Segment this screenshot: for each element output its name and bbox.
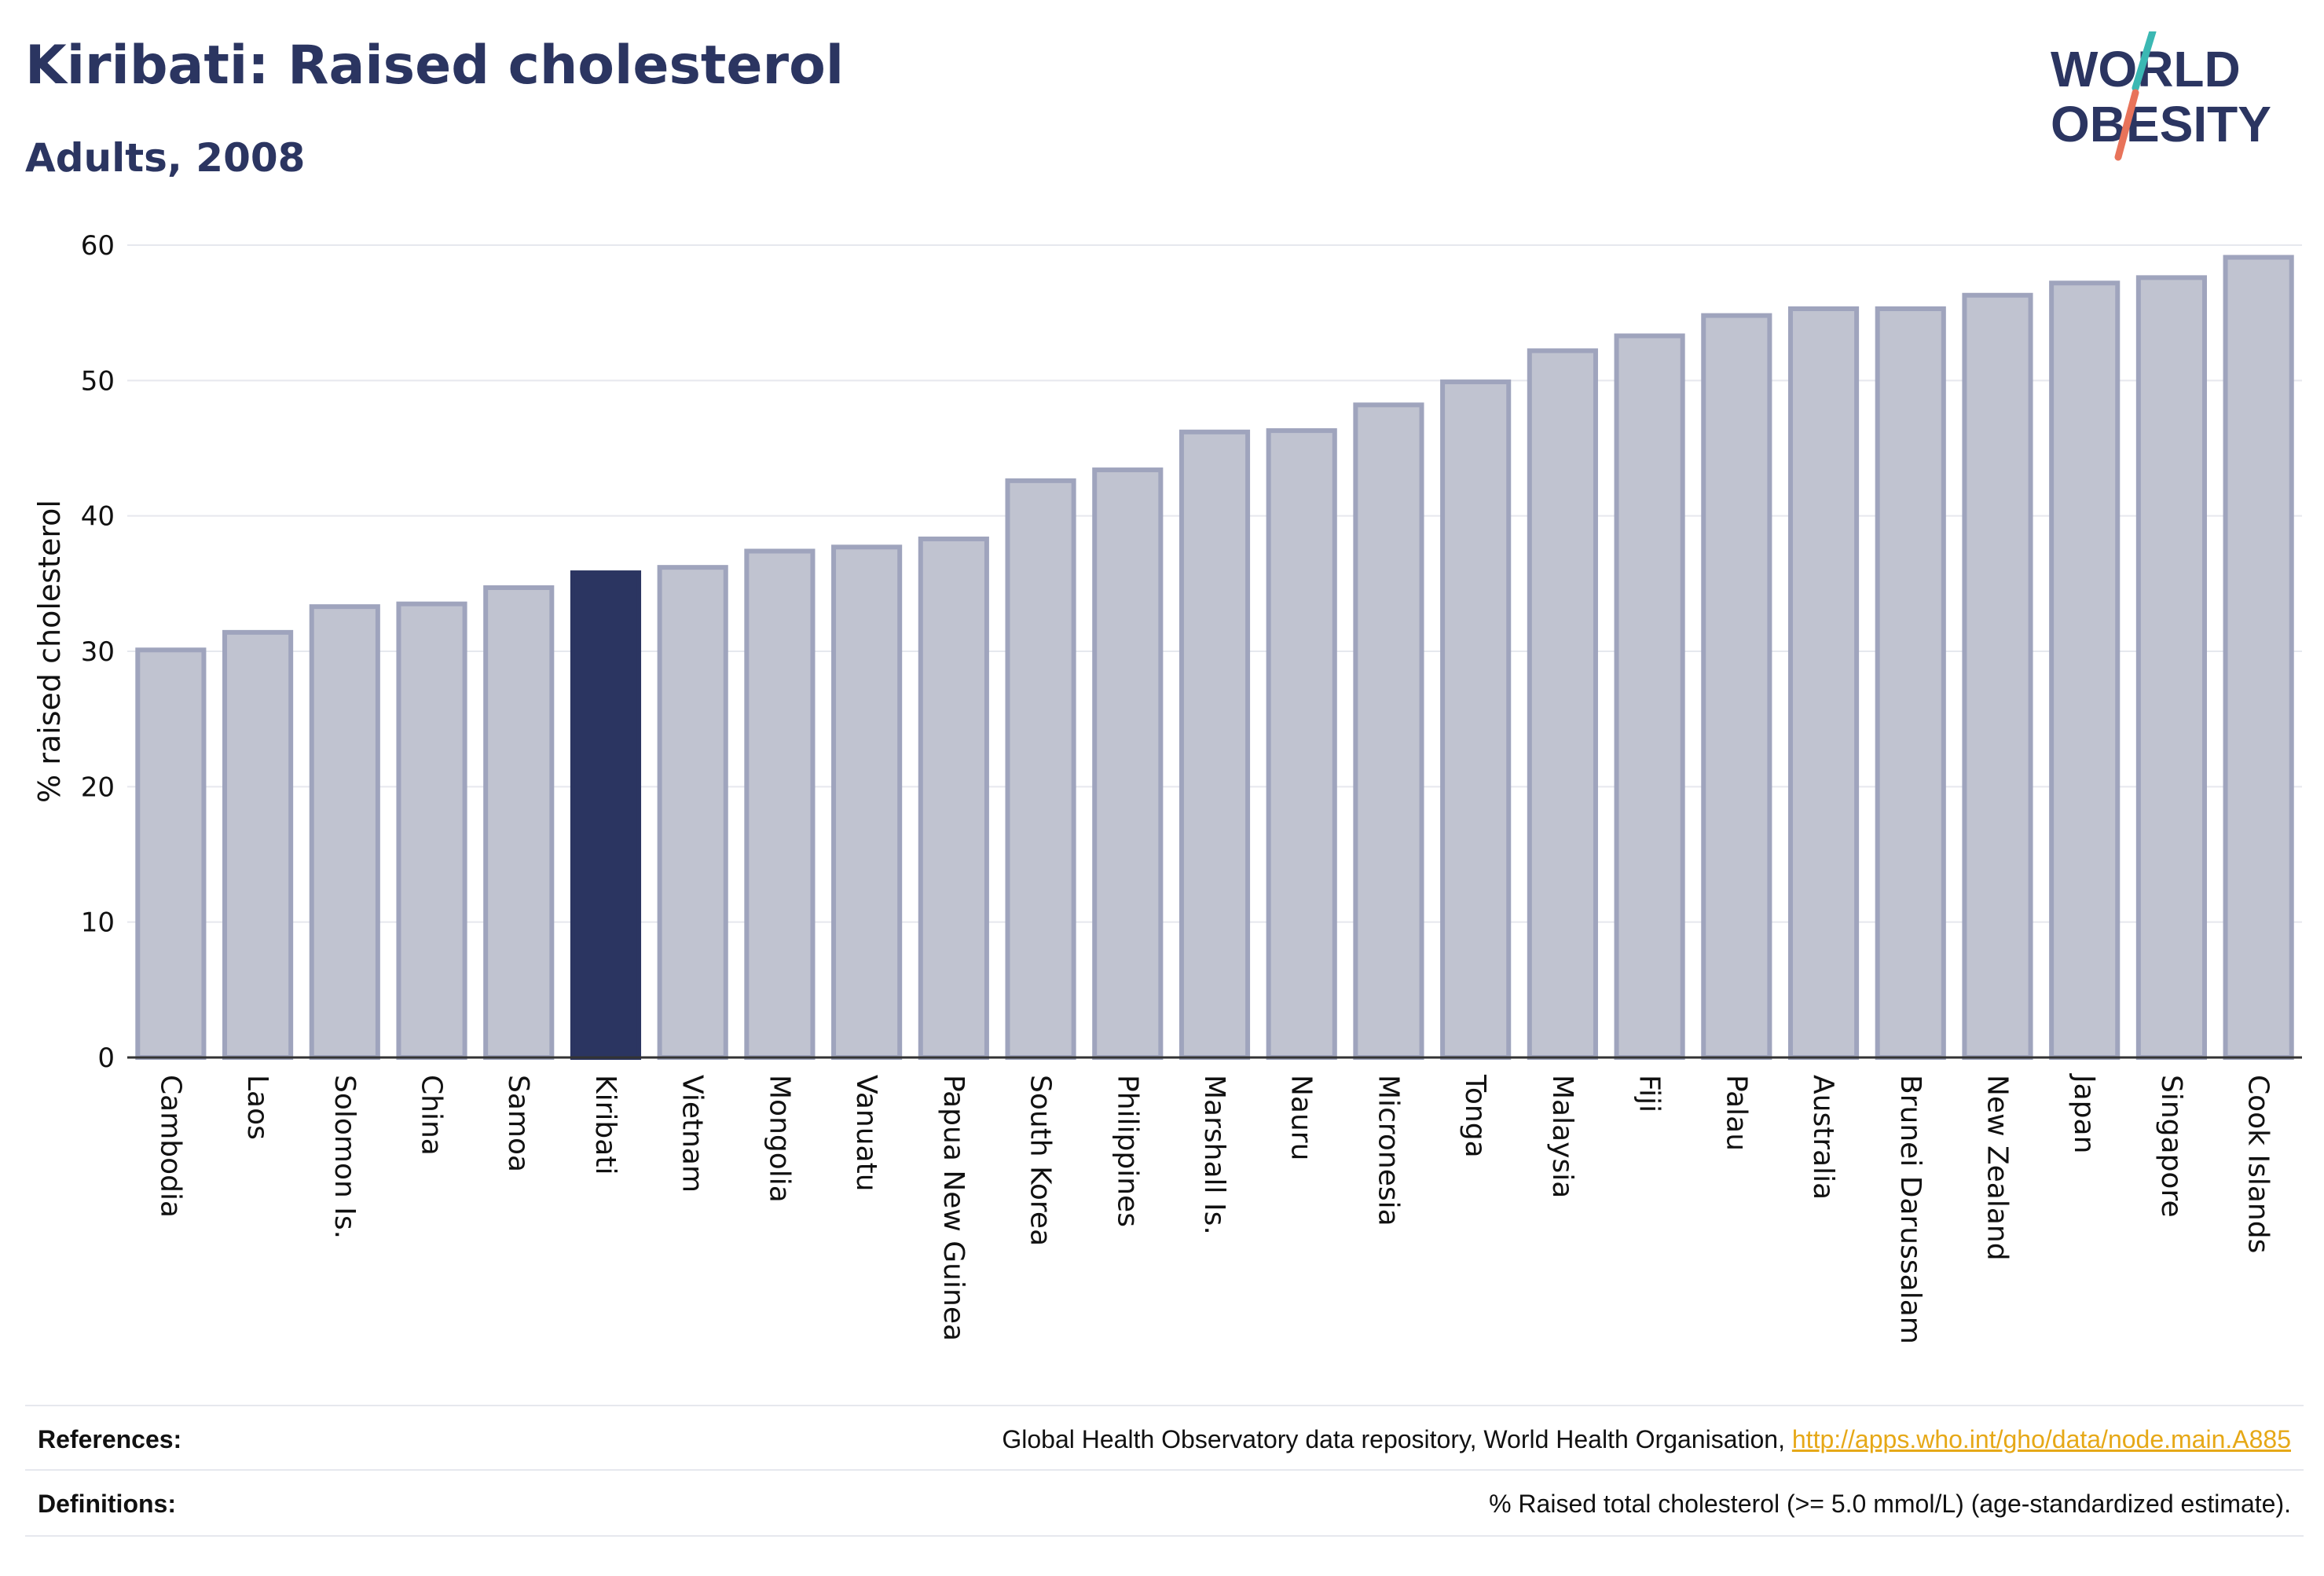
y-tick-label: 30 [81, 636, 115, 668]
world-obesity-logo: WORLD OBESITY [2051, 31, 2271, 161]
bar-nauru [1266, 428, 1337, 1060]
x-tick-label: Philippines [1111, 1075, 1143, 1227]
x-tick-label: China [416, 1075, 448, 1156]
bar-cook-islands [2223, 255, 2294, 1060]
logo-line-obesity: OBESITY [2051, 96, 2271, 152]
y-tick-label: 50 [81, 365, 115, 397]
bar-marshall-is [1178, 429, 1251, 1060]
x-tick-label: Palau [1720, 1075, 1752, 1151]
bar-samoa [483, 585, 555, 1060]
bar-chart: 0 10 20 30 40 50 60 % raised cholesterol Cambodi… [32, 230, 2302, 1344]
bar-south-korea [1005, 478, 1076, 1060]
bar-singapore [2135, 275, 2207, 1060]
bar-japan [2049, 280, 2121, 1060]
logo-slash-teal [2132, 31, 2157, 92]
x-tick-label: Singapore [2155, 1075, 2187, 1218]
bar-solomon-is [309, 604, 380, 1060]
bar-brunei-darussalam [1875, 306, 1946, 1061]
y-tick-label: 0 [97, 1043, 115, 1074]
y-tick-label: 60 [81, 230, 115, 262]
x-tick-label: Nauru [1285, 1075, 1318, 1160]
x-tick-label: Solomon Is. [328, 1075, 361, 1239]
x-tick-label: New Zealand [1981, 1075, 2013, 1261]
x-tick-label: Vanuatu [850, 1075, 882, 1192]
x-tick-label: Malaysia [1546, 1075, 1578, 1198]
x-tick-label: Mongolia [763, 1075, 795, 1203]
x-tick-label: Japan [2068, 1073, 2100, 1153]
bar-new-zealand [1962, 292, 2033, 1061]
x-tick-label: Kiribati [589, 1075, 621, 1175]
references-link[interactable]: http://apps.who.int/gho/data/node.main.A… [1791, 1425, 2291, 1453]
bar-vietnam [657, 565, 728, 1060]
x-tick-label: Samoa [502, 1075, 534, 1172]
x-tick-label: Cambodia [154, 1075, 186, 1218]
bar-australia [1787, 306, 1860, 1061]
y-tick-label: 40 [81, 501, 115, 533]
bar-vanuatu [831, 544, 903, 1060]
references-row: References: Global Health Observatory da… [25, 1405, 2304, 1471]
x-tick-label: Papua New Guinea [937, 1075, 970, 1341]
references-text-wrap: Global Health Observatory data repositor… [1002, 1425, 2291, 1454]
y-axis-label: % raised cholesterol [32, 500, 67, 803]
x-tick-label: Cook Islands [2242, 1075, 2275, 1253]
bar-fiji [1614, 333, 1685, 1061]
bar-papua-new-guinea [918, 536, 989, 1060]
bar-kiribati [570, 570, 642, 1060]
chart-title: Kiribati: Raised cholesterol [25, 35, 845, 97]
definitions-text: % Raised total cholesterol (>= 5.0 mmol/… [1489, 1490, 2291, 1518]
references-text: Global Health Observatory data repositor… [1002, 1425, 1792, 1453]
x-tick-label: Brunei Darussalam [1894, 1075, 1926, 1344]
x-tick-label: Fiji [1633, 1075, 1666, 1112]
definitions-row: Definitions: % Raised total cholesterol … [25, 1469, 2304, 1537]
y-tick-label: 10 [81, 907, 115, 939]
x-tick-label: Laos [241, 1075, 273, 1140]
chart-subtitle: Adults, 2008 [25, 135, 306, 181]
x-tick-label: Australia [1807, 1075, 1839, 1200]
bar-cambodia [135, 647, 207, 1060]
definitions-label: Definitions: [38, 1490, 176, 1518]
bar-mongolia [744, 548, 816, 1060]
references-label: References: [38, 1425, 182, 1453]
bar-palau [1701, 313, 1772, 1060]
x-tick-label: Tonga [1459, 1074, 1491, 1158]
x-tick-label: Vietnam [676, 1075, 709, 1193]
x-tick-label: Micronesia [1372, 1075, 1404, 1226]
bar-malaysia [1527, 348, 1598, 1061]
x-tick-label: Marshall Is. [1198, 1075, 1230, 1235]
x-tick-label: South Korea [1025, 1075, 1057, 1246]
logo-slash-coral [2114, 89, 2139, 161]
bar-laos [222, 629, 294, 1060]
bar-china [396, 601, 467, 1060]
bar-tonga [1440, 379, 1512, 1061]
bar-philippines [1092, 467, 1164, 1060]
y-tick-label: 20 [81, 772, 115, 803]
bar-micronesia [1353, 402, 1424, 1060]
